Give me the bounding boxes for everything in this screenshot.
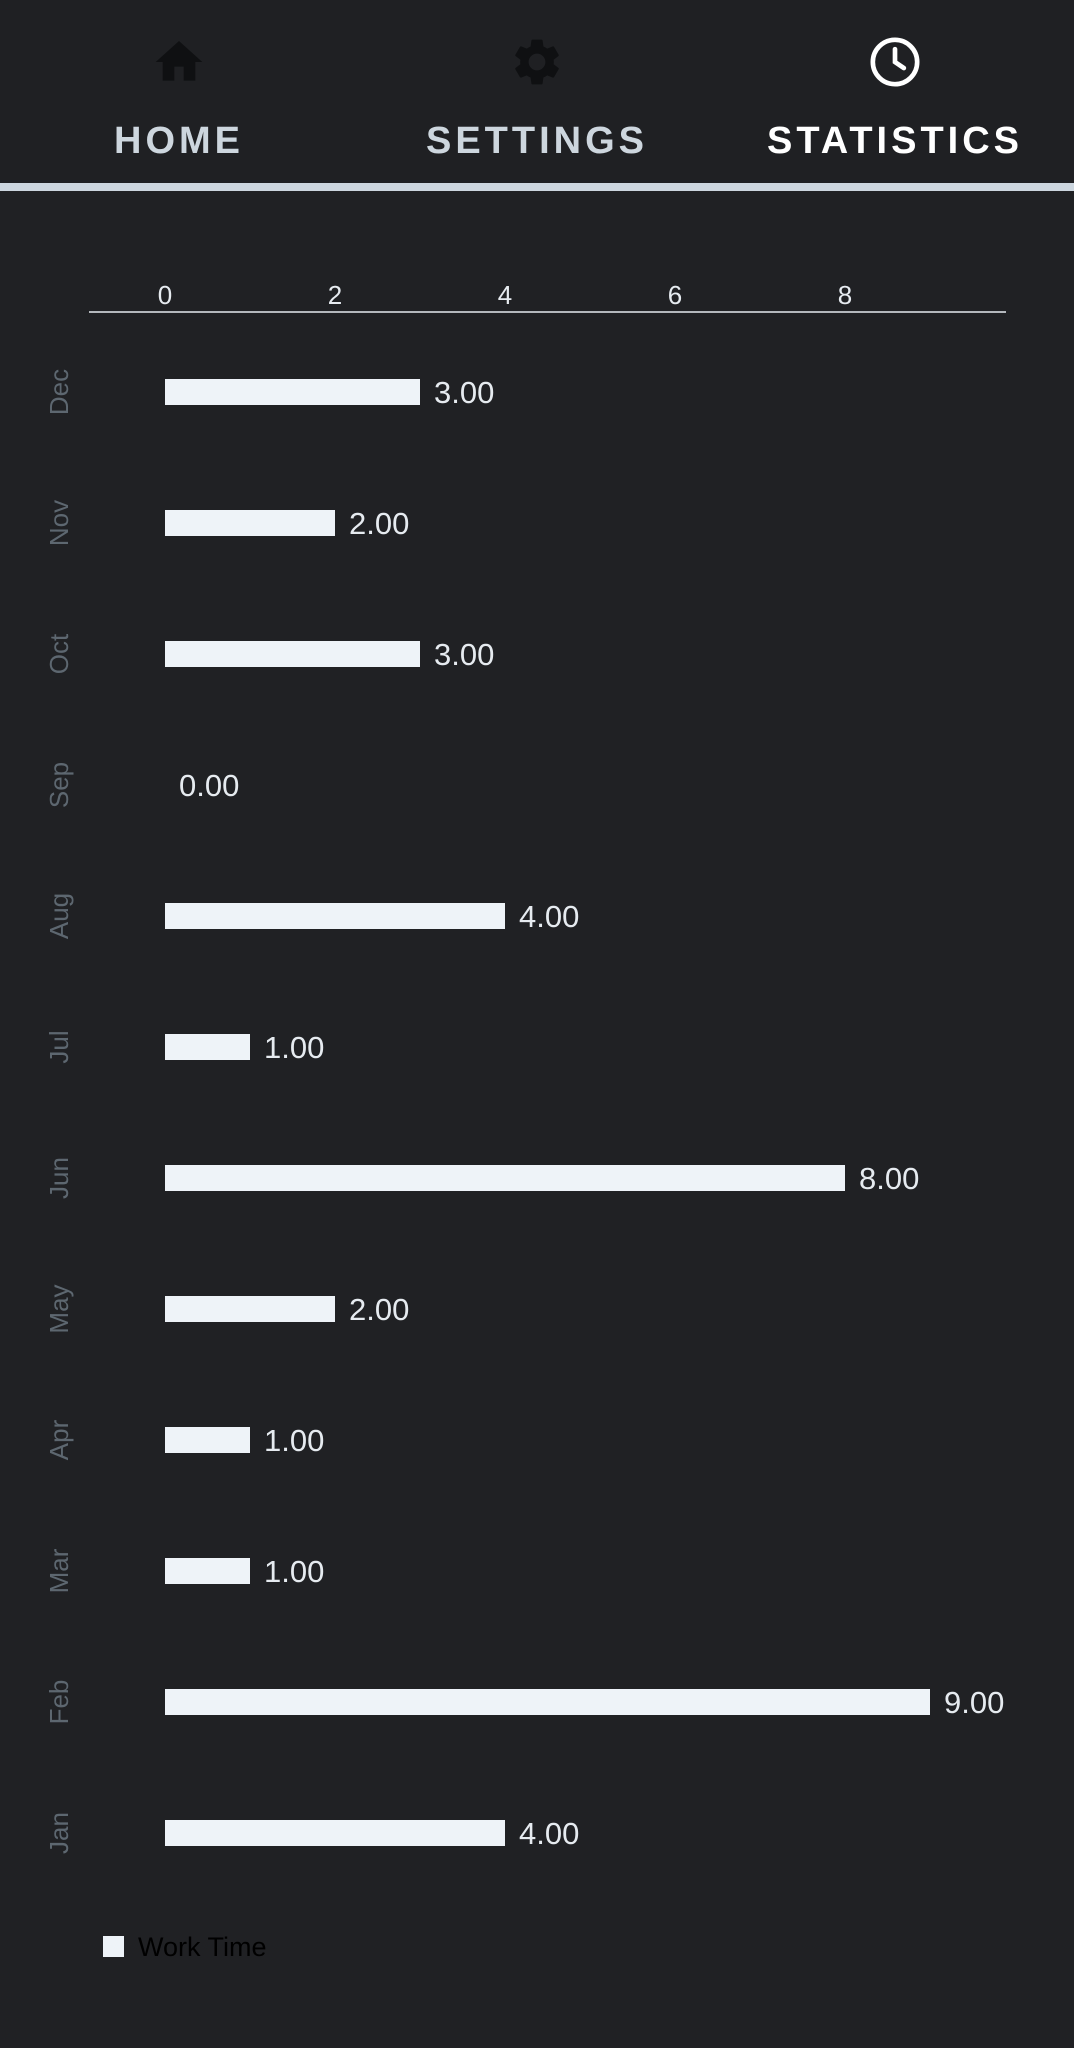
category-label: Oct	[44, 633, 74, 674]
bar	[165, 1034, 250, 1060]
bar-value-label: 1.00	[264, 1423, 324, 1458]
bar	[165, 379, 420, 405]
x-tick-label: 8	[838, 280, 852, 310]
bar-value-label: 3.00	[434, 375, 494, 410]
tab-statistics-label: STATISTICS	[766, 120, 1024, 162]
home-icon	[155, 41, 203, 81]
category-label: Jul	[44, 1030, 74, 1063]
active-tab-indicator	[0, 183, 1074, 191]
bar-value-label: 0.00	[179, 768, 239, 803]
tab-settings-label: SETTINGS	[425, 120, 649, 162]
bar	[165, 1820, 505, 1846]
x-tick-label: 2	[328, 280, 342, 310]
bar-value-label: 2.00	[349, 506, 409, 541]
category-label: Jan	[44, 1812, 74, 1854]
category-label: Sep	[44, 762, 74, 808]
tab-home-label: HOME	[114, 120, 244, 162]
x-tick-label: 4	[498, 280, 512, 310]
tab-home[interactable]: HOME	[0, 0, 358, 183]
bar-value-label: 8.00	[859, 1161, 919, 1196]
bar-value-label: 4.00	[519, 1816, 579, 1851]
legend-label: Work Time	[138, 1932, 267, 1962]
legend-swatch	[103, 1936, 124, 1957]
bar-value-label: 9.00	[944, 1685, 1004, 1720]
x-tick-label: 6	[668, 280, 682, 310]
bar	[165, 1296, 335, 1322]
clock-icon	[870, 37, 920, 87]
statistics-chart-area: 0 2 4 6 8 Dec 3.00 Nov 2.00 Oct 3.00 Sep 0.00 Aug 4.00…	[0, 191, 1074, 2043]
category-label: Nov	[44, 500, 74, 546]
tab-statistics[interactable]: STATISTICS	[716, 0, 1074, 183]
bar	[165, 1689, 930, 1715]
category-label: Mar	[44, 1548, 74, 1593]
category-label: Aug	[44, 893, 74, 939]
category-label: Feb	[44, 1680, 74, 1725]
bar	[165, 1558, 250, 1584]
bar-value-label: 1.00	[264, 1554, 324, 1589]
bar-value-label: 1.00	[264, 1030, 324, 1065]
x-tick-label: 0	[158, 280, 172, 310]
bar-value-label: 3.00	[434, 637, 494, 672]
bar	[165, 510, 335, 536]
bar-value-label: 2.00	[349, 1292, 409, 1327]
category-label: Jun	[44, 1157, 74, 1199]
category-label: Apr	[44, 1419, 74, 1460]
bar	[165, 1427, 250, 1453]
gear-icon	[515, 39, 559, 85]
category-label: Dec	[44, 369, 74, 415]
bar	[165, 641, 420, 667]
tab-settings[interactable]: SETTINGS	[358, 0, 716, 183]
category-label: May	[44, 1284, 74, 1333]
bar	[165, 1165, 845, 1191]
work-time-bar-chart: 0 2 4 6 8 Dec 3.00 Nov 2.00 Oct 3.00 Sep 0.00 Aug 4.00…	[44, 280, 1006, 1962]
bar-value-label: 4.00	[519, 899, 579, 934]
tab-bar: HOME SETTINGS STATISTICS	[0, 0, 1074, 183]
bar	[165, 903, 505, 929]
